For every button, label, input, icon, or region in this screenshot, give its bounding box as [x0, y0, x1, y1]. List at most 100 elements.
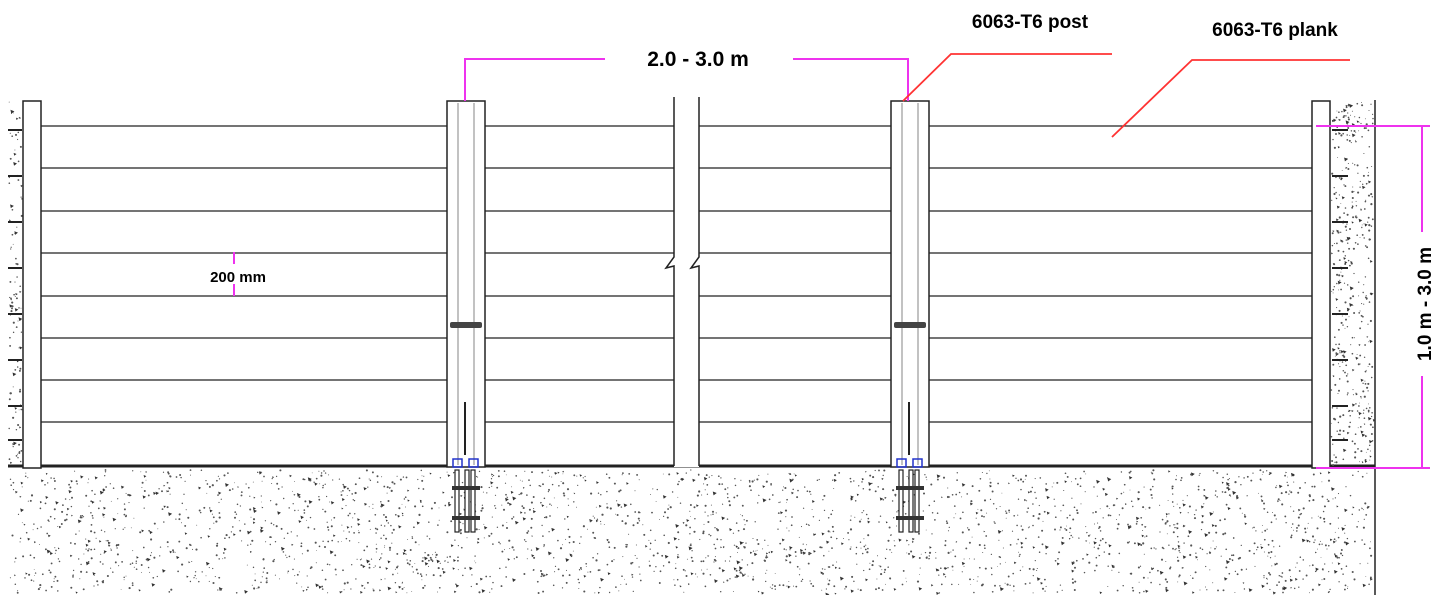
speckle — [12, 321, 15, 324]
speckle — [117, 543, 120, 546]
speckle — [1363, 423, 1366, 425]
speckle — [1061, 536, 1064, 539]
speckle — [104, 469, 107, 471]
speckle — [944, 567, 948, 570]
speckle — [1359, 180, 1361, 183]
speckle — [490, 532, 493, 535]
speckle — [1209, 569, 1211, 571]
speckle — [1290, 527, 1292, 529]
speckle — [21, 409, 23, 411]
speckle — [418, 544, 420, 546]
speckle — [768, 498, 771, 501]
speckle — [1308, 540, 1311, 543]
speckle — [112, 517, 117, 522]
speckle — [703, 476, 708, 481]
speckle — [1236, 496, 1239, 500]
speckle — [1345, 239, 1348, 241]
speckle — [540, 570, 542, 572]
speckle — [185, 509, 187, 511]
speckle — [963, 565, 965, 567]
speckle — [615, 586, 617, 588]
speckle — [1367, 194, 1371, 197]
speckle — [1140, 516, 1143, 519]
speckle — [141, 572, 143, 574]
speckle — [260, 471, 262, 473]
speckle — [157, 528, 159, 530]
speckle — [401, 503, 403, 505]
speckle — [703, 483, 705, 485]
speckle — [191, 548, 194, 550]
speckle — [1058, 551, 1061, 554]
speckle — [756, 478, 759, 481]
speckle — [17, 160, 20, 163]
speckle — [1354, 116, 1356, 118]
speckle — [1343, 184, 1345, 186]
speckle — [425, 574, 428, 576]
speckle — [1348, 139, 1351, 142]
speckle — [922, 510, 924, 512]
speckle — [478, 470, 481, 473]
speckle — [738, 566, 743, 571]
speckle — [158, 488, 160, 490]
speckle — [10, 109, 15, 114]
speckle — [235, 591, 238, 594]
speckle — [1042, 520, 1044, 522]
speckle — [218, 512, 221, 514]
speckle — [1092, 512, 1095, 514]
speckle — [300, 515, 304, 520]
speckle — [1358, 405, 1360, 407]
speckle — [809, 490, 812, 493]
speckle — [622, 556, 624, 558]
speckle — [381, 553, 383, 555]
speckle — [768, 551, 771, 554]
speckle — [1338, 259, 1341, 261]
speckle — [883, 469, 886, 472]
speckle — [1337, 433, 1340, 436]
speckle — [1283, 586, 1288, 591]
speckle — [1227, 507, 1231, 511]
speckle — [818, 478, 820, 481]
anchor-rod — [454, 469, 460, 533]
speckle — [481, 504, 484, 506]
speckle — [1117, 523, 1120, 526]
speckle — [328, 474, 330, 476]
speckle — [20, 481, 24, 485]
speckle — [1345, 115, 1347, 117]
speckle — [417, 478, 419, 481]
speckle — [364, 502, 368, 506]
speckle — [206, 483, 209, 485]
speckle — [88, 548, 90, 550]
speckle — [121, 561, 123, 563]
speckle — [736, 494, 739, 497]
speckle — [757, 542, 760, 546]
speckle — [791, 491, 794, 495]
speckle — [756, 502, 759, 504]
speckle — [1367, 448, 1369, 451]
speckle — [675, 546, 679, 549]
speckle — [1113, 504, 1116, 506]
speckle — [1008, 482, 1010, 485]
speckle — [1313, 485, 1316, 488]
speckle — [876, 578, 878, 580]
speckle — [548, 531, 550, 533]
speckle — [735, 569, 738, 572]
speckle — [542, 483, 544, 486]
speckle — [437, 591, 439, 593]
speckle — [348, 489, 351, 492]
speckle — [1129, 573, 1132, 575]
speckle — [1344, 584, 1347, 587]
speckle — [11, 307, 13, 310]
speckle — [116, 553, 119, 556]
speckle — [885, 521, 888, 524]
speckle — [758, 494, 760, 497]
speckle — [1066, 475, 1069, 478]
speckle — [1355, 215, 1357, 217]
speckle — [1045, 488, 1049, 492]
speckle — [1352, 216, 1355, 219]
speckle — [20, 307, 22, 309]
speckle — [460, 494, 463, 498]
speckle — [1103, 551, 1105, 553]
speckle — [1333, 417, 1336, 420]
speckle — [1041, 543, 1044, 546]
speckle — [1331, 290, 1333, 292]
